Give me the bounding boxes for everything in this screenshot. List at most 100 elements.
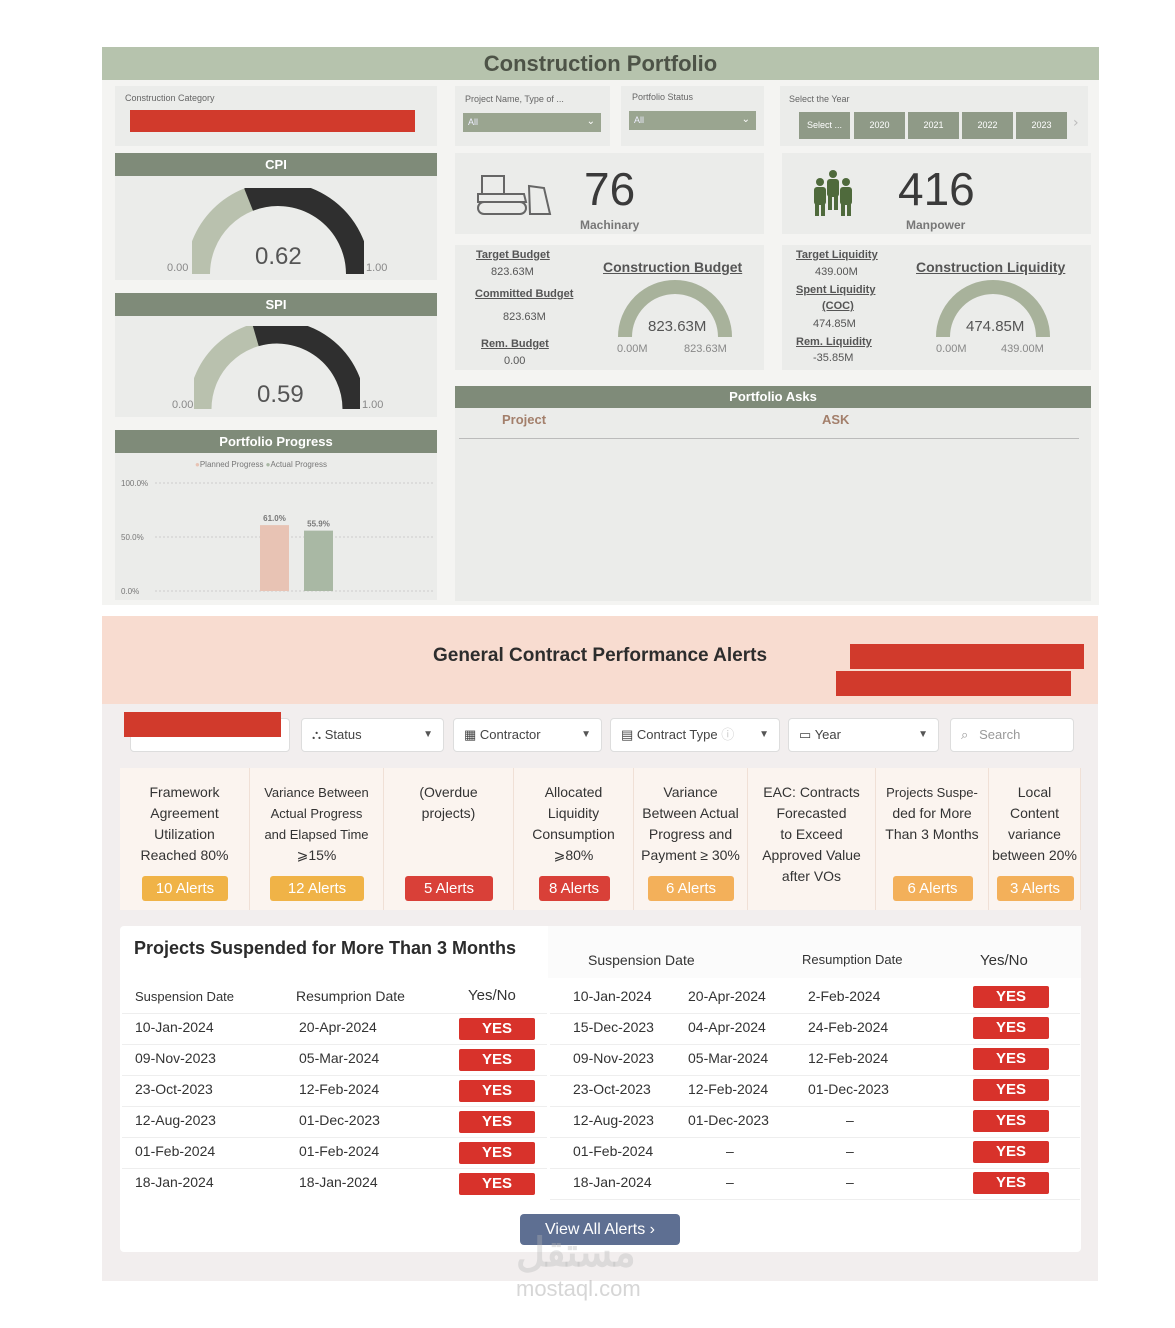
search-input[interactable]: ⌕ Search [950,718,1074,752]
alert-count-badge[interactable]: 10 Alerts [142,876,228,901]
alert-card[interactable]: Variance Between Actual Progress and Elaps… [250,768,384,910]
alert-count-badge[interactable]: 8 Alerts [538,876,610,901]
alert-card-line: Than 3 Months [885,826,979,842]
year-2020-button[interactable]: 2020 [854,112,905,139]
row-divider [550,1106,1080,1107]
budget-gauge-min: 0.00M [617,343,648,355]
year-2023-button[interactable]: 2023 [1016,112,1067,139]
status-filter[interactable]: ⛬ Status ▼ [301,718,444,752]
right-cell-resumption-2: – [846,1174,854,1190]
status-filter-icon: ⛬ [312,727,322,742]
yes-badge: YES [973,1079,1049,1101]
bar-data-label: 61.0% [263,514,286,523]
year-2021-button[interactable]: 2021 [908,112,959,139]
alert-card-line: between 20% [992,847,1077,863]
right-cell-suspension: 01-Feb-2024 [573,1143,654,1159]
right-cell-resumption: 12-Feb-2024 [688,1081,769,1097]
year-filter[interactable]: ▭ Year ▼ [788,718,939,752]
alert-card[interactable]: Framework Agreement Utilization Reached 80%… [120,768,250,910]
y-tick-label: 100.0% [121,479,148,488]
bulldozer-icon [477,175,552,215]
alert-card-line: Approved Value [762,847,861,863]
year-slicer-label: Select the Year [789,94,850,104]
bar-actual[interactable] [304,530,333,591]
budget-title: Construction Budget [603,259,743,275]
alert-count-badge[interactable]: 6 Alerts [648,876,734,901]
alert-card-line: variance [1008,826,1061,842]
alert-card[interactable]: Projects Suspe-ded for More Than 3 Months… [876,768,989,910]
card-icon: ▤ [621,727,634,742]
calendar-icon: ▭ [799,727,812,742]
alert-card-text: Variance Between Actual Progress and Elaps… [250,768,383,866]
alert-card-line: and Elapsed Time [264,827,369,842]
liquidity-gauge-value: 474.85M [966,318,1025,335]
asks-col-ask[interactable]: ASK [822,412,850,427]
redacted-department [124,712,281,737]
alert-card-line: Between Actual [642,805,739,821]
right-cell-resumption: 01-Dec-2023 [688,1112,769,1128]
budget-gauge [618,280,732,337]
right-header-resumption: Resumption Date [802,952,903,967]
alert-card-line: Projects Suspe- [886,785,978,800]
yes-badge: YES [459,1173,535,1195]
contract-type-filter[interactable]: ▤ Contract Type ⓘ ▼ [610,718,780,752]
asks-header-divider [459,438,1079,439]
cpi-title: CPI [115,153,437,176]
alert-count-badge[interactable]: 3 Alerts [996,876,1074,901]
alert-count-badge[interactable]: 12 Alerts [270,876,364,901]
view-all-alerts-button[interactable]: View All Alerts › [520,1214,680,1245]
project-dropdown[interactable]: All ⌄ [463,113,601,132]
project-dropdown-value: All [468,117,479,127]
alert-card-line: (Overdue [419,784,478,800]
rem-budget-value: 0.00 [504,355,526,367]
redacted-header-1 [850,644,1084,669]
right-cell-resumption-2: 12-Feb-2024 [808,1050,889,1066]
alert-card[interactable]: Variance Between Actual Progress and Paymen… [634,768,748,910]
right-cell-resumption: – [726,1143,734,1159]
info-icon: ⓘ [721,727,735,742]
row-divider [550,1013,1080,1014]
row-divider [122,1044,547,1045]
target-liquidity-label: Target Liquidity [796,249,878,261]
liquidity-title: Construction Liquidity [916,259,1066,275]
watermark-logo: مستقل [516,1231,636,1275]
left-cell-resumption: 12-Feb-2024 [299,1081,380,1097]
alert-card-line: Forecasted [776,805,847,821]
left-cell-resumption: 18-Jan-2024 [299,1174,378,1190]
status-dropdown[interactable]: All ⌄ [629,111,756,130]
budget-gauge-value: 823.63M [648,318,707,335]
status-filter-label: Status [324,727,362,742]
alert-card[interactable]: EAC: Contracts Forecasted to Exceed Approve… [748,768,876,910]
legend-planned: Planned Progress [199,460,264,469]
asks-col-project[interactable]: Project [502,412,547,427]
target-budget-value: 823.63M [491,266,534,278]
row-divider [122,1106,547,1107]
y-tick-label: 50.0% [121,533,144,542]
chevron-right-icon[interactable]: › [1073,115,1079,131]
rem-liquidity-value: -35.85M [813,352,854,364]
alert-card[interactable]: (Overdue projects) 5 Alerts [384,768,514,910]
alert-count-badge[interactable]: 6 Alerts [892,876,973,901]
row-divider [122,1075,547,1076]
alert-count-badge[interactable]: 5 Alerts [405,876,493,901]
contractor-filter[interactable]: ▦ Contractor ▼ [453,718,602,752]
left-cell-resumption: 20-Apr-2024 [299,1019,377,1035]
alert-card-text: Projects Suspe-ded for More Than 3 Months [876,768,988,845]
asks-title: Portfolio Asks [455,386,1091,408]
people-icon [814,170,852,216]
bar-planned[interactable] [260,525,289,591]
status-slicer-label: Portfolio Status [632,92,694,102]
year-2022-button[interactable]: 2022 [962,112,1013,139]
left-cell-suspension: 01-Feb-2024 [135,1143,216,1159]
alert-card[interactable]: Local Content variance between 20% 3 Alerts [989,768,1081,910]
alert-card-line: projects) [421,805,476,821]
alert-card[interactable]: Allocated Liquidity Consumption ⩾80% 8 Alert… [514,768,634,910]
right-cell-suspension: 23-Oct-2023 [573,1081,651,1097]
left-cell-suspension: 23-Oct-2023 [135,1081,213,1097]
redacted-category[interactable] [130,110,415,132]
left-header-suspension: Suspension Date [135,989,235,1004]
liquidity-gauge-min: 0.00M [936,343,967,355]
spent-liquidity-value: 474.85M [813,318,856,330]
cpi-gauge [192,188,364,274]
year-select-button[interactable]: Select ... [799,112,850,139]
